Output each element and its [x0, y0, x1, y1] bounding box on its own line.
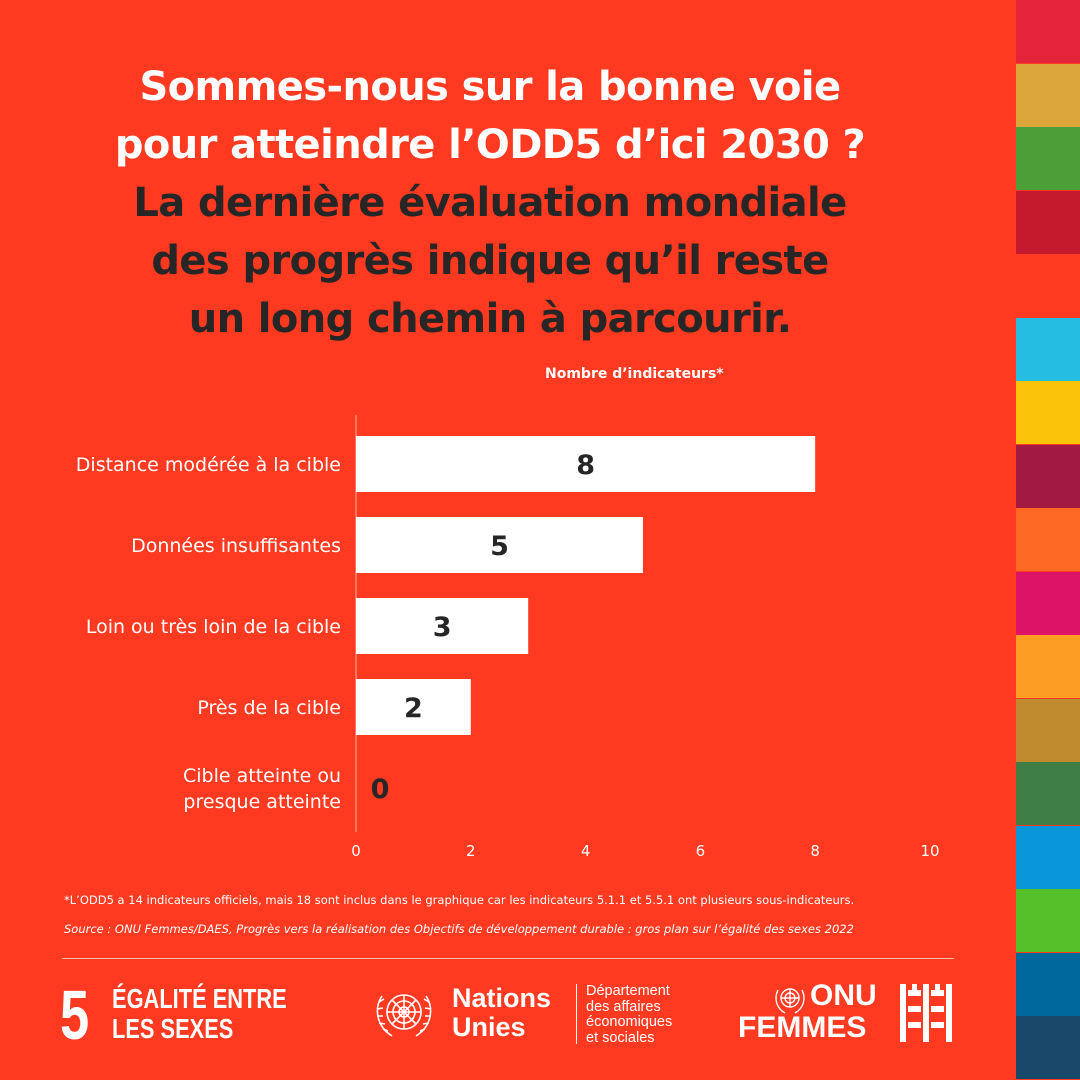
x-tick-label: 6 [696, 842, 706, 860]
headline-answer-line-3: un long chemin à parcourir. [188, 296, 792, 342]
category-label: presque atteinte [183, 791, 341, 813]
bar-value-label: 0 [371, 774, 390, 805]
sdg-stripe [1016, 127, 1080, 190]
sdg-stripe [1016, 1016, 1080, 1079]
sdg-stripe [1016, 317, 1080, 381]
bar [356, 598, 529, 654]
bar-chart: 8 Distance modérée à la cible 5 Données ins… [76, 415, 940, 860]
footer-divider [62, 958, 954, 959]
category-label: Cible atteinte ou [183, 765, 341, 787]
goal-title-line-1: ÉGALITÉ ENTRE [112, 983, 287, 1014]
headline-answer-line-2: des progrès indique qu’il reste [151, 238, 829, 284]
sdg-stripe [1016, 63, 1080, 127]
sdg-stripe [1016, 889, 1080, 952]
un-women-symbol-icon [900, 984, 952, 1042]
x-tick-label: 8 [810, 842, 820, 860]
sdg-stripe [1016, 381, 1080, 444]
bar-value-label: 8 [576, 450, 595, 481]
un-name-line-2: Unies [452, 1012, 526, 1042]
sdg-stripe [1016, 444, 1080, 508]
source-note: Source : ONU Femmes/DAES, Progrès vers l… [64, 922, 854, 936]
category-label: Près de la cible [197, 697, 341, 719]
un-women-wordmark-line-2: FEMMES [738, 1011, 867, 1044]
sdg-stripe [1016, 254, 1080, 317]
sdg-stripe [1016, 0, 1080, 63]
sdg-stripe [1016, 571, 1080, 635]
headline-question-line-1: Sommes-nous sur la bonne voie [139, 64, 841, 110]
headline: Sommes-nous sur la bonne voie pour attei… [40, 58, 940, 348]
x-tick-label: 0 [351, 842, 361, 860]
category-label: Distance modérée à la cible [76, 454, 341, 476]
bar [356, 679, 471, 735]
bar-value-label: 2 [404, 693, 423, 724]
sdg-stripe [1016, 635, 1080, 698]
sdg-stripe [1016, 190, 1080, 254]
sdg-stripe [1016, 762, 1080, 825]
sdg-color-stripes [1016, 0, 1080, 1080]
category-label: Loin ou très loin de la cible [86, 616, 341, 638]
desa-line-1: Département [586, 983, 670, 999]
sdg-stripe [1016, 698, 1080, 762]
footnote: *L’ODD5 a 14 indicateurs officiels, mais… [64, 893, 855, 907]
chart-subtitle: Nombre d’indicateurs* [545, 366, 724, 382]
goal-number: 5 [60, 976, 90, 1054]
goal-title-line-2: LES SEXES [112, 1013, 234, 1044]
un-emblem-icon [376, 994, 432, 1037]
sdg-stripe [1016, 508, 1080, 571]
un-women-emblem-icon [775, 988, 805, 1014]
bar-value-label: 3 [433, 612, 452, 643]
un-women-wordmark-line-1: ONU [810, 979, 877, 1012]
bar [356, 517, 643, 573]
x-tick-label: 4 [581, 842, 591, 860]
desa-line-2: des affaires [586, 998, 661, 1015]
headline-answer-line-1: La dernière évaluation mondiale [133, 180, 847, 226]
un-name-line-1: Nations [452, 983, 552, 1013]
sdg-stripe [1016, 825, 1080, 889]
un-wordmark: Nations Unies [452, 984, 551, 1042]
bar-value-label: 5 [490, 531, 509, 562]
category-label: Données insuffisantes [131, 535, 341, 557]
desa-wordmark: Département des affaires économiques et … [586, 983, 673, 1046]
bar [356, 436, 816, 492]
headline-question-line-2: pour atteindre l’ODD5 d’ici 2030 ? [114, 122, 866, 168]
desa-line-3: économiques [586, 1014, 673, 1030]
x-tick-label: 10 [920, 842, 939, 860]
sdg-stripe [1016, 952, 1080, 1016]
desa-line-4: et sociales [586, 1029, 655, 1046]
logo-divider [576, 984, 577, 1044]
goal-title: ÉGALITÉ ENTRE LES SEXES [112, 984, 315, 1044]
x-tick-label: 2 [466, 842, 476, 860]
